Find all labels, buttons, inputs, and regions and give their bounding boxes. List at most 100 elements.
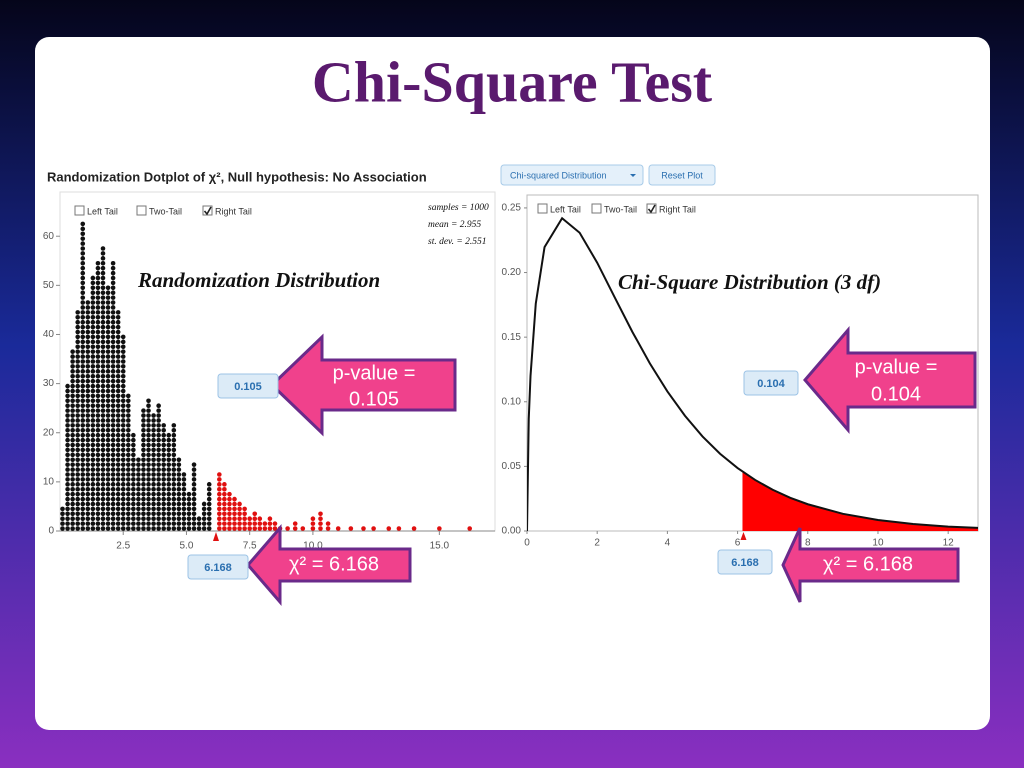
dot-column bbox=[310, 516, 316, 531]
dot bbox=[80, 457, 86, 463]
dot bbox=[146, 452, 151, 458]
dot bbox=[110, 305, 116, 310]
dot bbox=[80, 408, 86, 413]
dot-column bbox=[105, 285, 111, 531]
dot bbox=[70, 516, 75, 522]
dot bbox=[80, 472, 86, 477]
dot bbox=[181, 482, 187, 487]
dot bbox=[100, 447, 106, 453]
dot bbox=[131, 462, 136, 467]
dot bbox=[125, 442, 131, 448]
dot-column bbox=[396, 526, 402, 531]
dot bbox=[105, 310, 111, 315]
dot bbox=[75, 467, 81, 472]
dot bbox=[105, 491, 111, 497]
dot bbox=[90, 295, 96, 300]
dot bbox=[65, 472, 70, 477]
dot bbox=[166, 482, 172, 487]
dot bbox=[75, 452, 81, 458]
dot bbox=[125, 408, 131, 413]
dot bbox=[146, 501, 151, 507]
dot bbox=[131, 452, 136, 458]
dot bbox=[90, 324, 96, 330]
dot bbox=[151, 427, 156, 433]
dot bbox=[65, 457, 70, 463]
dot-column bbox=[201, 501, 207, 531]
dot bbox=[100, 334, 106, 340]
button-label[interactable]: Reset Plot bbox=[661, 170, 703, 180]
button-label[interactable]: Chi-squared Distribution bbox=[510, 170, 607, 180]
value-box bbox=[717, 549, 773, 575]
dot bbox=[100, 349, 106, 354]
dot bbox=[95, 334, 101, 340]
dot bbox=[90, 501, 96, 507]
dot bbox=[125, 472, 131, 477]
dot bbox=[171, 437, 177, 443]
dot bbox=[95, 285, 101, 291]
dot bbox=[171, 526, 177, 531]
dot bbox=[95, 486, 101, 492]
dot bbox=[146, 511, 151, 517]
dot bbox=[105, 349, 111, 354]
button[interactable] bbox=[500, 164, 644, 186]
dot bbox=[217, 506, 222, 512]
dot bbox=[105, 408, 111, 413]
value-box-label: 6.168 bbox=[731, 557, 759, 569]
dot bbox=[120, 462, 126, 467]
dot bbox=[65, 413, 70, 418]
dot bbox=[85, 393, 91, 399]
dot bbox=[95, 418, 101, 423]
dot bbox=[100, 491, 106, 497]
dot bbox=[70, 457, 75, 463]
dot bbox=[80, 432, 86, 438]
dot bbox=[70, 427, 75, 433]
dot bbox=[105, 359, 111, 364]
dot bbox=[90, 344, 96, 350]
dot bbox=[136, 501, 141, 507]
y-tick-label: 0.00 bbox=[502, 526, 522, 537]
dot bbox=[80, 501, 86, 507]
dot-column bbox=[247, 516, 252, 531]
dot bbox=[65, 388, 70, 394]
dot bbox=[105, 305, 111, 310]
dot bbox=[75, 496, 81, 502]
dot bbox=[110, 349, 116, 354]
dot bbox=[105, 403, 111, 409]
dot bbox=[120, 467, 126, 472]
dot bbox=[70, 359, 75, 364]
dot bbox=[186, 526, 192, 531]
dot bbox=[125, 398, 131, 404]
dot bbox=[176, 467, 182, 472]
dot bbox=[85, 408, 91, 413]
dot bbox=[65, 516, 70, 522]
dot bbox=[156, 467, 161, 472]
dot bbox=[110, 472, 116, 477]
dot bbox=[90, 314, 96, 320]
dot bbox=[166, 511, 172, 517]
dot bbox=[156, 496, 161, 502]
dot bbox=[80, 447, 86, 453]
dot bbox=[120, 506, 126, 512]
dot bbox=[80, 226, 86, 232]
dot bbox=[131, 521, 136, 526]
dot bbox=[120, 413, 126, 418]
dot bbox=[80, 403, 86, 409]
dot bbox=[90, 305, 96, 310]
dot bbox=[156, 521, 161, 526]
dot bbox=[115, 393, 121, 399]
dot bbox=[65, 506, 70, 512]
dot bbox=[125, 418, 131, 423]
dot bbox=[176, 486, 182, 492]
dot bbox=[105, 432, 111, 438]
dot bbox=[120, 447, 126, 453]
button[interactable] bbox=[648, 164, 716, 186]
dot bbox=[156, 432, 161, 438]
dot bbox=[100, 482, 106, 487]
dot bbox=[110, 265, 116, 271]
dot bbox=[196, 526, 202, 531]
dot bbox=[110, 260, 116, 266]
dot bbox=[80, 452, 86, 458]
dot bbox=[105, 324, 111, 330]
dot bbox=[90, 349, 96, 354]
dot bbox=[156, 427, 161, 433]
